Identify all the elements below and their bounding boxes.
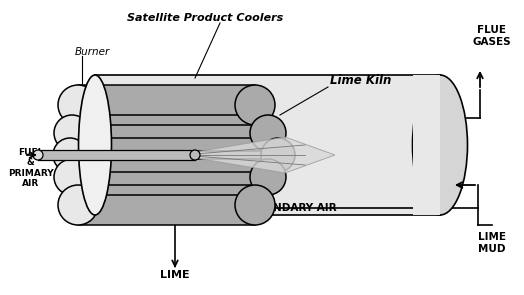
Text: Satellite Product Coolers: Satellite Product Coolers <box>127 13 283 23</box>
Ellipse shape <box>54 159 90 195</box>
Bar <box>72 159 268 195</box>
Bar <box>70 138 278 172</box>
Text: Burner: Burner <box>75 47 110 57</box>
Polygon shape <box>195 137 335 173</box>
Ellipse shape <box>79 75 112 215</box>
Ellipse shape <box>412 75 467 215</box>
Bar <box>95 75 440 215</box>
Text: LIME: LIME <box>160 270 190 280</box>
Bar <box>78 185 255 225</box>
Ellipse shape <box>54 115 90 151</box>
Bar <box>413 75 440 215</box>
Bar <box>38 150 195 160</box>
Ellipse shape <box>190 150 200 160</box>
Ellipse shape <box>261 138 295 172</box>
Ellipse shape <box>53 138 87 172</box>
Text: Lime Kiln: Lime Kiln <box>330 73 391 86</box>
Text: SECONDARY AIR: SECONDARY AIR <box>242 203 336 213</box>
Text: FUEL
&
PRIMARY
AIR: FUEL & PRIMARY AIR <box>8 148 53 188</box>
Ellipse shape <box>235 85 275 125</box>
Bar <box>72 115 268 151</box>
Text: LIME
MUD: LIME MUD <box>478 232 506 254</box>
Bar <box>78 85 255 125</box>
Ellipse shape <box>58 185 98 225</box>
Ellipse shape <box>235 185 275 225</box>
Ellipse shape <box>33 150 43 160</box>
Ellipse shape <box>250 159 286 195</box>
Ellipse shape <box>58 85 98 125</box>
Text: FLUE
GASES: FLUE GASES <box>473 25 511 47</box>
Ellipse shape <box>250 115 286 151</box>
